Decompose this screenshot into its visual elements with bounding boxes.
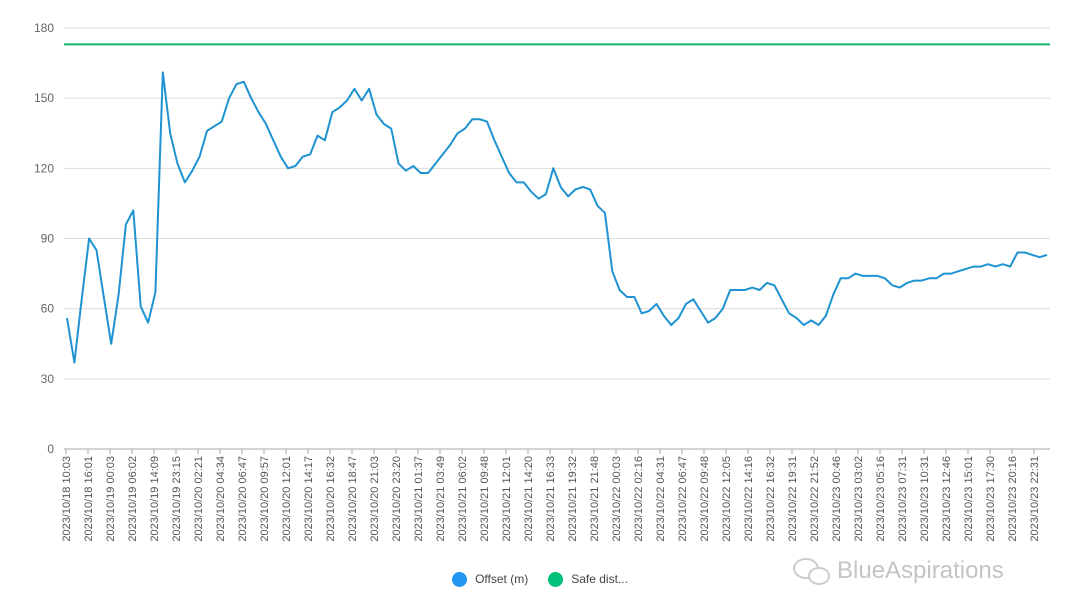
x-tick-label-24: 2023/10/21 21:48 [589,456,601,542]
series-line-offset [66,71,1048,364]
grid-lines [64,27,1050,450]
y-tick-label-4: 120 [34,161,54,175]
wechat-icon [793,556,831,586]
x-tick-label-23: 2023/10/21 19:32 [567,456,579,542]
y-tick-label-5: 150 [34,91,54,105]
x-tick-label-40: 2023/10/23 12:46 [941,456,953,542]
legend-item-safe-distance[interactable]: Safe dist... [548,571,628,587]
x-tick-label-1: 2023/10/18 16:01 [83,456,95,542]
x-tick-label-15: 2023/10/20 23:20 [391,456,403,542]
x-tick-label-11: 2023/10/20 14:17 [303,456,315,542]
legend-marker-safe-distance [548,571,564,587]
x-tick-label-4: 2023/10/19 14:09 [149,456,161,542]
y-tick-label-1: 30 [41,372,55,386]
x-tick-label-37: 2023/10/23 05:16 [875,456,887,542]
x-tick-label-30: 2023/10/22 12:05 [721,456,733,542]
x-tick-label-3: 2023/10/19 06:02 [127,456,139,542]
x-tick-label-38: 2023/10/23 07:31 [897,456,909,542]
x-tick-label-5: 2023/10/19 23:15 [171,456,183,542]
x-tick-label-35: 2023/10/23 00:46 [831,456,843,542]
x-tick-label-0: 2023/10/18 10:03 [61,456,73,542]
x-tick-label-13: 2023/10/20 18:47 [347,456,359,542]
legend-marker-offset [452,571,468,587]
x-tick-label-42: 2023/10/23 17:30 [985,456,997,542]
x-tick-label-28: 2023/10/22 06:47 [677,456,689,542]
legend: Offset (m) Safe dist... [0,568,1080,590]
watermark-text: BlueAspirations [837,557,1004,584]
x-tick-label-41: 2023/10/23 15:01 [963,456,975,542]
x-tick-label-27: 2023/10/22 04:31 [655,456,667,542]
x-tick-label-12: 2023/10/20 16:32 [325,456,337,542]
x-tick-label-26: 2023/10/22 02:16 [633,456,645,542]
x-tick-label-2: 2023/10/19 00:03 [105,456,117,542]
x-tick-label-43: 2023/10/23 20:16 [1007,456,1019,542]
series-lines [64,43,1050,364]
x-tick-label-14: 2023/10/20 21:03 [369,456,381,542]
x-axis-ticks: 2023/10/18 10:03 2023/10/18 16:01 2023/10/… [61,449,1041,542]
y-tick-label-0: 0 [47,442,54,456]
x-tick-label-9: 2023/10/20 09:57 [259,456,271,542]
x-tick-label-21: 2023/10/21 14:20 [523,456,535,542]
x-tick-label-39: 2023/10/23 10:31 [919,456,931,542]
legend-item-offset[interactable]: Offset (m) [452,571,529,587]
x-tick-label-36: 2023/10/23 03:02 [853,456,865,542]
x-tick-label-32: 2023/10/22 16:32 [765,456,777,542]
x-tick-label-44: 2023/10/23 22:31 [1029,456,1041,542]
x-tick-label-25: 2023/10/22 00:03 [611,456,623,542]
y-tick-label-3: 90 [41,232,55,246]
y-tick-label-2: 60 [41,302,55,316]
x-tick-label-20: 2023/10/21 12:01 [501,456,513,542]
x-tick-label-8: 2023/10/20 06:47 [237,456,249,542]
x-tick-label-17: 2023/10/21 03:49 [435,456,447,542]
y-tick-label-6: 180 [34,21,54,35]
y-axis-ticks: 0 30 60 90 120 150 180 [34,21,54,456]
x-tick-label-29: 2023/10/22 09:48 [699,456,711,542]
x-tick-label-33: 2023/10/22 19:31 [787,456,799,542]
x-tick-label-31: 2023/10/22 14:16 [743,456,755,542]
legend-label-offset: Offset (m) [475,572,529,586]
legend-label-safe-distance: Safe dist... [571,572,628,586]
x-tick-label-34: 2023/10/22 21:52 [809,456,821,542]
x-tick-label-10: 2023/10/20 12:01 [281,456,293,542]
x-tick-label-16: 2023/10/21 01:37 [413,456,425,542]
x-tick-label-7: 2023/10/20 04:34 [215,456,227,542]
watermark: BlueAspirations [793,556,1004,586]
x-tick-label-22: 2023/10/21 16:33 [545,456,557,542]
x-tick-label-19: 2023/10/21 09:48 [479,456,491,542]
x-tick-label-18: 2023/10/21 06:02 [457,456,469,542]
x-tick-label-6: 2023/10/20 02:21 [193,456,205,542]
